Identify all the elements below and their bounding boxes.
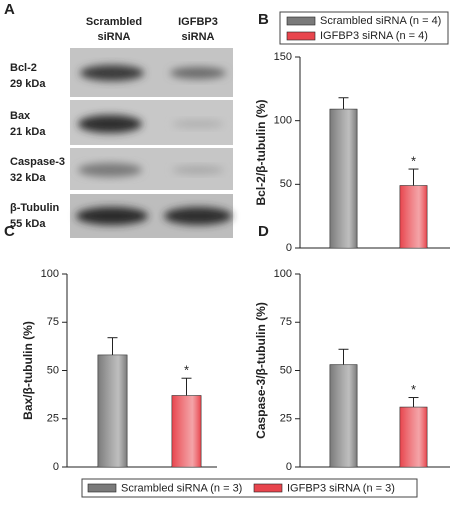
bar-shine	[330, 109, 357, 248]
y-axis-label: Bax/β-tubulin (%)	[21, 321, 35, 420]
row-label: 29 kDa	[10, 78, 46, 90]
bar-group	[399, 406, 428, 468]
y-tick-label: 50	[280, 178, 292, 190]
annotation: *	[411, 382, 416, 397]
y-axis-label: Bcl-2/β-tubulin (%)	[254, 100, 268, 206]
bar-shine	[400, 185, 427, 248]
legend-swatch	[286, 16, 316, 26]
band	[170, 67, 226, 79]
band	[76, 207, 148, 225]
legend-swatch	[87, 483, 117, 493]
y-tick-label: 75	[47, 316, 59, 328]
bar-shine	[172, 395, 201, 467]
row-label: Bcl-2	[10, 62, 37, 74]
y-tick-label: 0	[53, 461, 59, 473]
bar-group	[399, 185, 428, 249]
legend-label: Scrambled siRNA (n = 3)	[121, 482, 242, 494]
panel-label: C	[4, 223, 15, 240]
bar-shine	[98, 355, 127, 467]
bar-group	[97, 354, 128, 468]
y-tick-label: 100	[274, 268, 292, 280]
band	[80, 65, 144, 81]
band	[172, 166, 224, 174]
panel-label: B	[258, 11, 269, 28]
column-label: siRNA	[181, 31, 214, 43]
blot-panel: A Scrambled siRNA IGFBP3 siRNA Bcl-2 29 …	[4, 1, 233, 238]
row-label: Caspase-3	[10, 156, 65, 168]
legend-label: IGFBP3 siRNA (n = 3)	[287, 482, 395, 494]
y-tick-label: 0	[286, 461, 292, 473]
y-tick-label: 100	[41, 268, 59, 280]
legend-box	[81, 478, 418, 498]
y-tick-label: 25	[47, 413, 59, 425]
legend-label: IGFBP3 siRNA (n = 4)	[320, 30, 428, 42]
annotation: *	[184, 363, 189, 378]
annotation: *	[411, 153, 416, 168]
y-tick-label: 50	[280, 364, 292, 376]
bar-shine	[330, 364, 357, 467]
row-label: 32 kDa	[10, 172, 46, 184]
legend-label: Scrambled siRNA (n = 4)	[320, 15, 441, 27]
column-label: IGFBP3	[178, 16, 218, 28]
y-axis-label: Caspase-3/β-tubulin (%)	[254, 302, 268, 439]
y-tick-label: 25	[280, 413, 292, 425]
bar-group	[171, 395, 202, 468]
column-label: Scrambled	[86, 16, 142, 28]
row-label: β-Tubulin	[10, 202, 60, 214]
y-tick-label: 50	[47, 364, 59, 376]
y-tick-label: 0	[286, 242, 292, 254]
band	[78, 115, 142, 133]
y-tick-label: 100	[274, 115, 292, 127]
band	[78, 163, 142, 177]
panel-label: A	[4, 1, 15, 18]
bar-shine	[400, 407, 427, 467]
column-label: siRNA	[97, 31, 130, 43]
row-label: 21 kDa	[10, 126, 46, 138]
row-label: Bax	[10, 110, 31, 122]
y-tick-label: 75	[280, 316, 292, 328]
legend-swatch	[253, 483, 283, 493]
row-label: 55 kDa	[10, 218, 46, 230]
legend-swatch	[286, 31, 316, 41]
bar-group	[329, 364, 358, 468]
panel-label: D	[258, 223, 269, 240]
band	[164, 207, 232, 225]
bar-group	[329, 108, 358, 249]
y-tick-label: 150	[274, 51, 292, 63]
band	[172, 120, 224, 128]
